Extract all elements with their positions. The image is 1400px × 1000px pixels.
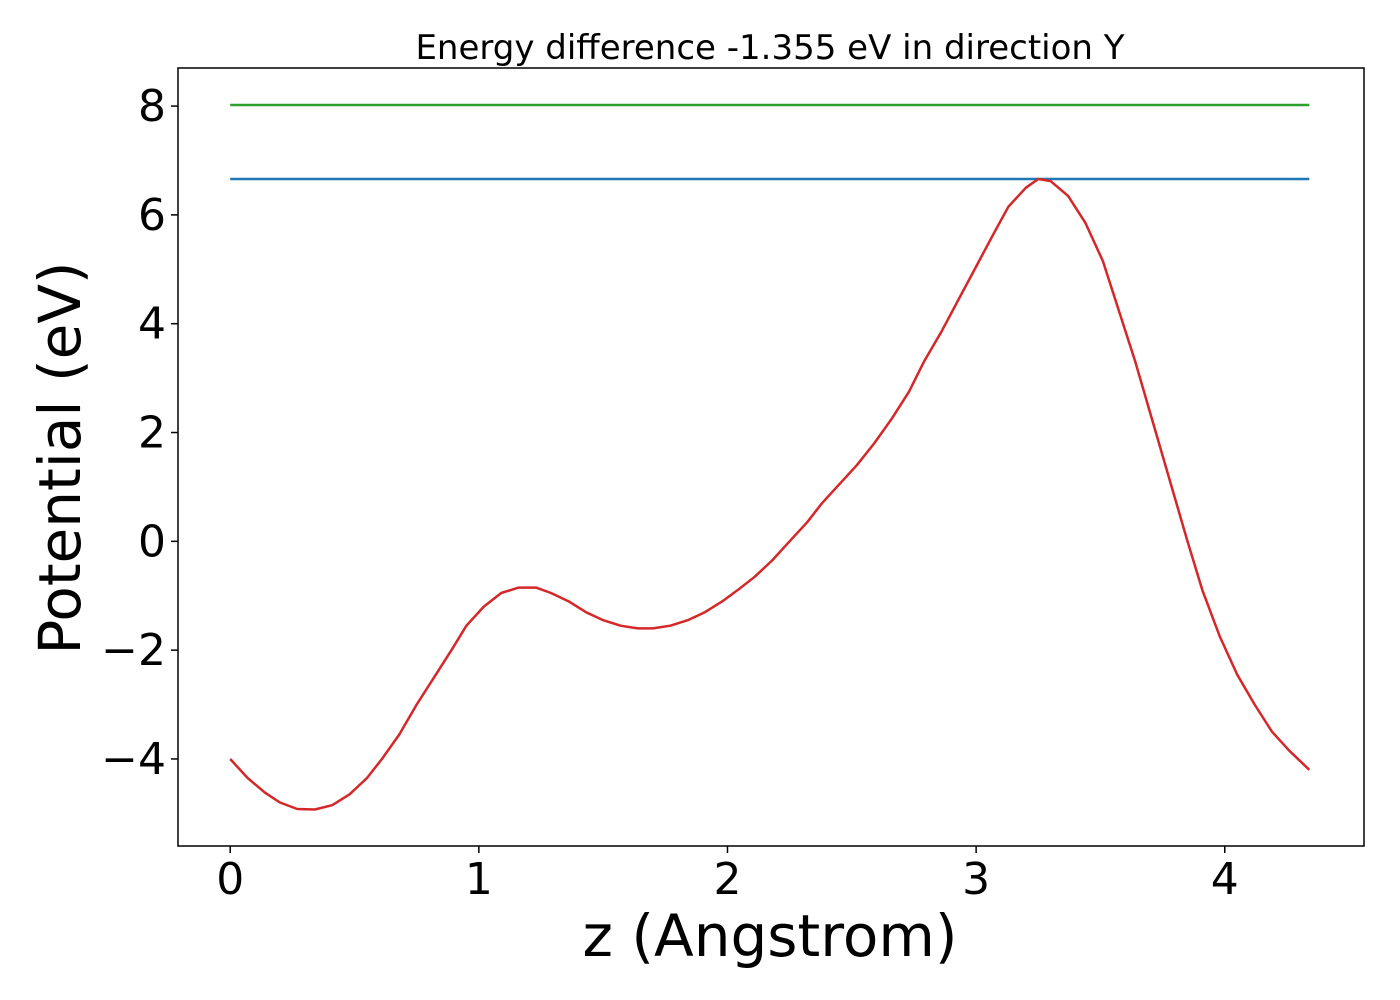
series-line-2	[229, 177, 1311, 811]
x-tick-label: 1	[465, 854, 493, 905]
y-tick-label: 8	[138, 81, 166, 132]
x-tick-label: 2	[713, 854, 741, 905]
y-tick-label: 6	[138, 190, 166, 241]
chart-title: Energy difference -1.355 eV in direction…	[415, 28, 1124, 68]
x-tick-label: 0	[216, 854, 244, 905]
y-tick-label: −4	[101, 734, 166, 785]
y-tick-label: −2	[101, 625, 166, 676]
x-tick-label: 4	[1211, 854, 1239, 905]
y-tick-label: 2	[138, 408, 166, 459]
y-tick-label: 4	[138, 299, 166, 350]
y-axis-label: Potential (eV)	[26, 261, 94, 654]
series-layer	[229, 103, 1311, 811]
y-tick-label: 0	[138, 516, 166, 567]
x-axis-ticks: 0 1 2 3 4	[216, 846, 1239, 905]
x-axis-label: z (Angstrom)	[583, 902, 958, 970]
plot-area	[177, 67, 1365, 847]
x-tick-label: 3	[962, 854, 990, 905]
y-axis-ticks: −4 −2 0 2 4 6 8	[101, 81, 178, 785]
